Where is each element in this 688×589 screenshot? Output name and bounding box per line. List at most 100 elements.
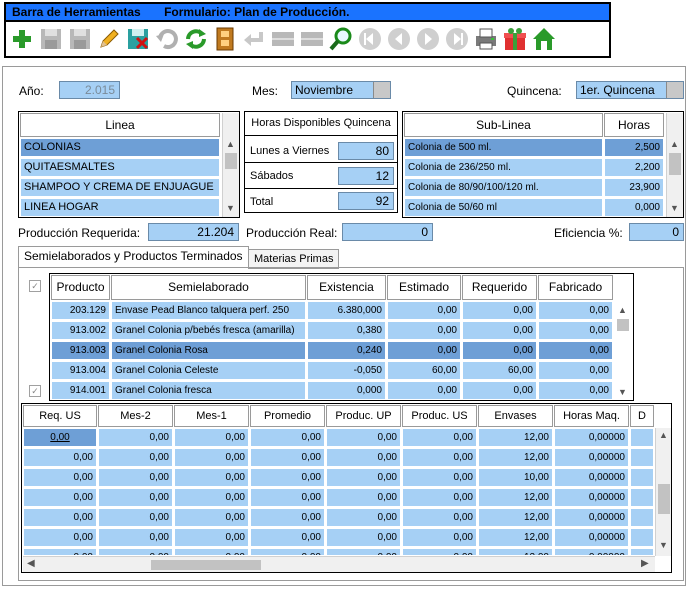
table-cell[interactable]: 0,380 xyxy=(307,321,386,340)
table-cell[interactable]: 2,200 xyxy=(604,158,664,177)
table-cell[interactable]: 0,00 xyxy=(250,468,325,487)
table-cell[interactable]: 0,00000 xyxy=(554,428,629,447)
sabados-field[interactable]: 12 xyxy=(338,167,394,185)
detail-hscrollbar[interactable]: ◀ ▶ xyxy=(23,556,655,572)
last-button[interactable] xyxy=(443,24,471,54)
scroll-thumb[interactable] xyxy=(225,153,237,169)
table-cell[interactable]: 23,900 xyxy=(604,178,664,197)
add-button[interactable] xyxy=(8,24,36,54)
scroll-down-icon[interactable]: ▼ xyxy=(226,203,235,213)
products-scrollbar[interactable]: ▲ ▼ xyxy=(615,275,633,400)
table-cell[interactable]: 0,00 xyxy=(402,548,477,556)
table-cell[interactable]: 0,00 xyxy=(387,321,461,340)
table-cell[interactable]: 60,00 xyxy=(387,361,461,380)
gift-button[interactable] xyxy=(501,24,529,54)
table-cell[interactable]: 0,00 xyxy=(250,508,325,527)
chevron-down-icon[interactable] xyxy=(373,82,390,98)
table-cell[interactable]: 0,00 xyxy=(250,528,325,547)
table-cell[interactable]: 0,00 xyxy=(174,508,249,527)
quincena-select[interactable]: 1er. Quincena xyxy=(576,81,684,99)
table-cell[interactable]: 12,00 xyxy=(478,528,553,547)
prod-requerida-field[interactable]: 21.204 xyxy=(148,223,239,241)
table-cell[interactable]: 0,00 xyxy=(98,428,173,447)
table-cell[interactable]: 0,00 xyxy=(98,468,173,487)
table-cell[interactable]: 12,00 xyxy=(478,508,553,527)
total-field[interactable]: 92 xyxy=(338,192,394,210)
scroll-thumb[interactable] xyxy=(658,484,670,514)
list-item[interactable]: QUITAESMALTES xyxy=(20,158,220,177)
table-cell[interactable]: 0,00 xyxy=(250,448,325,467)
table-cell[interactable]: 0,00 xyxy=(402,488,477,507)
table-cell[interactable]: 0,00 xyxy=(462,341,537,360)
table-cell[interactable]: 0,00 xyxy=(402,468,477,487)
table-cell[interactable]: 12,00 xyxy=(478,428,553,447)
table-cell[interactable]: 2,500 xyxy=(604,138,664,157)
table-cell[interactable]: 913.004 xyxy=(51,361,110,380)
table-cell[interactable]: Envase Pead Blanco talquera perf. 250 xyxy=(111,301,306,320)
scroll-up-icon[interactable]: ▲ xyxy=(226,139,235,149)
table-cell[interactable]: 0,00 xyxy=(174,468,249,487)
scroll-left-icon[interactable]: ◀ xyxy=(27,558,35,569)
table-cell[interactable]: 0,00 xyxy=(250,548,325,556)
table-cell[interactable]: 0,240 xyxy=(307,341,386,360)
table-cell[interactable]: 0,00 xyxy=(538,321,613,340)
table-cell[interactable]: 0,00 xyxy=(326,468,401,487)
table-cell[interactable]: 0,00 xyxy=(387,381,461,400)
table-cell[interactable]: 10,00 xyxy=(478,468,553,487)
table-cell[interactable]: 0,00 xyxy=(174,448,249,467)
list-item[interactable]: COLONIAS xyxy=(20,138,220,157)
film-button[interactable] xyxy=(211,24,239,54)
chevron-down-icon[interactable] xyxy=(666,82,683,98)
checkbox[interactable]: ✓ xyxy=(29,280,41,292)
save-button[interactable] xyxy=(37,24,65,54)
table-cell[interactable]: 60,00 xyxy=(462,361,537,380)
table-cell[interactable]: 0,00000 xyxy=(554,468,629,487)
table-cell[interactable]: 0,00 xyxy=(538,301,613,320)
scroll-right-icon[interactable]: ▶ xyxy=(641,558,649,569)
anio-field[interactable]: 2.015 xyxy=(59,81,120,99)
table-cell[interactable]: 914.001 xyxy=(51,381,110,400)
table-cell[interactable] xyxy=(630,548,654,556)
table-cell[interactable]: -0,050 xyxy=(307,361,386,380)
home-button[interactable] xyxy=(530,24,558,54)
table-cell[interactable]: 0,00 xyxy=(98,548,173,556)
table-cell[interactable]: 0,00 xyxy=(402,448,477,467)
table-cell[interactable]: 0,00000 xyxy=(554,448,629,467)
print-button[interactable] xyxy=(472,24,500,54)
table-cell[interactable]: 0,00 xyxy=(23,488,97,507)
checkbox[interactable]: ✓ xyxy=(29,385,41,397)
table-cell[interactable]: 0,00 xyxy=(402,508,477,527)
table-cell[interactable]: 0,00 xyxy=(462,381,537,400)
scroll-down-icon[interactable]: ▼ xyxy=(618,387,627,397)
first-button[interactable] xyxy=(356,24,384,54)
undo-button[interactable] xyxy=(153,24,181,54)
table-cell[interactable]: 0,00 xyxy=(23,448,97,467)
tab-semielaborados[interactable]: Semielaborados y Productos Terminados xyxy=(18,246,249,268)
table-cell[interactable]: 913.003 xyxy=(51,341,110,360)
back-button[interactable] xyxy=(240,24,268,54)
prod-real-field[interactable]: 0 xyxy=(342,223,433,241)
table-cell[interactable]: 0,00 xyxy=(98,508,173,527)
table-cell[interactable]: 0,00 xyxy=(326,488,401,507)
refresh-button[interactable] xyxy=(182,24,210,54)
table-cell[interactable]: 0,00 xyxy=(174,528,249,547)
scroll-up-icon[interactable]: ▲ xyxy=(670,139,679,149)
table-cell[interactable]: 0,00 xyxy=(538,381,613,400)
tab-materias-primas[interactable]: Materias Primas xyxy=(248,249,340,269)
table-cell[interactable]: 0,00 xyxy=(402,528,477,547)
table-cell[interactable]: 0,00 xyxy=(387,341,461,360)
table-cell[interactable]: 0,00 xyxy=(98,528,173,547)
table-cell[interactable]: 0,00 xyxy=(23,548,97,556)
table-cell[interactable]: 0,00 xyxy=(98,448,173,467)
table-cell[interactable]: 0,00 xyxy=(98,488,173,507)
table-cell[interactable]: 0,00 xyxy=(462,321,537,340)
table-cell[interactable] xyxy=(630,528,654,547)
scroll-up-icon[interactable]: ▲ xyxy=(659,430,668,440)
search-button[interactable] xyxy=(327,24,355,54)
table-cell[interactable]: Granel Colonia Celeste xyxy=(111,361,306,380)
table-cell[interactable]: Granel Colonia fresca xyxy=(111,381,306,400)
prev-button[interactable] xyxy=(385,24,413,54)
table-cell[interactable]: 0,00 xyxy=(538,361,613,380)
table-cell[interactable]: 0,00 xyxy=(23,468,97,487)
table-cell[interactable]: Granel Colonia p/bebés fresca (amarilla) xyxy=(111,321,306,340)
